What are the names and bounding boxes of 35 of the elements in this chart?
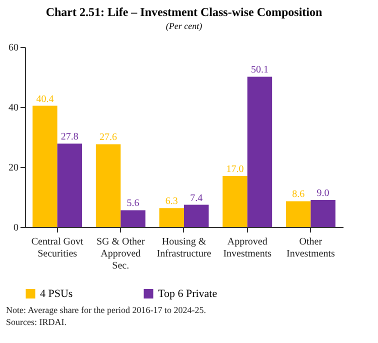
bar	[286, 201, 311, 227]
y-tick-label: 60	[8, 42, 18, 54]
chart-title: Chart 2.51: Life – Investment Class-wise Composition	[46, 5, 322, 19]
x-tick-label: Central Govt Securities	[31, 236, 84, 260]
x-tick-label: Other Investments	[286, 236, 335, 260]
data-label: 50.1	[250, 64, 268, 76]
data-label: 40.4	[36, 94, 54, 105]
source-note: Sources: IRDAI.	[6, 316, 68, 328]
data-label: 27.8	[60, 132, 78, 143]
data-label: 17.0	[226, 164, 244, 175]
bar	[57, 144, 82, 227]
y-tick-label: 0	[14, 222, 18, 234]
legend-label: Top 6 Private	[158, 288, 218, 300]
data-label: 8.6	[292, 189, 305, 200]
bar	[310, 200, 336, 227]
data-label: 27.6	[100, 132, 118, 144]
bar	[159, 208, 184, 227]
legend-label: 4 PSUs	[40, 288, 73, 300]
x-tick-label: SG & Other Approved Sec.	[96, 236, 146, 272]
bar	[96, 144, 121, 227]
data-label: 5.6	[126, 198, 140, 210]
bar	[222, 176, 248, 227]
bar	[32, 106, 58, 227]
chart-subtitle: (Per cent)	[166, 21, 202, 31]
bar	[247, 76, 272, 227]
x-tick-label: Approved Investments	[223, 236, 272, 260]
bar	[184, 204, 209, 227]
y-tick-label: 20	[8, 162, 18, 174]
bar	[120, 210, 146, 227]
data-label: 6.3	[165, 196, 178, 208]
y-tick-label: 40	[8, 102, 18, 114]
data-label: 9.0	[316, 188, 330, 199]
data-label: 7.4	[190, 192, 203, 204]
text: Note: Average share for the period 2016-17 to 2024-25.	[6, 305, 208, 317]
x-tick-label: Housing & Infrastructure	[156, 236, 212, 260]
